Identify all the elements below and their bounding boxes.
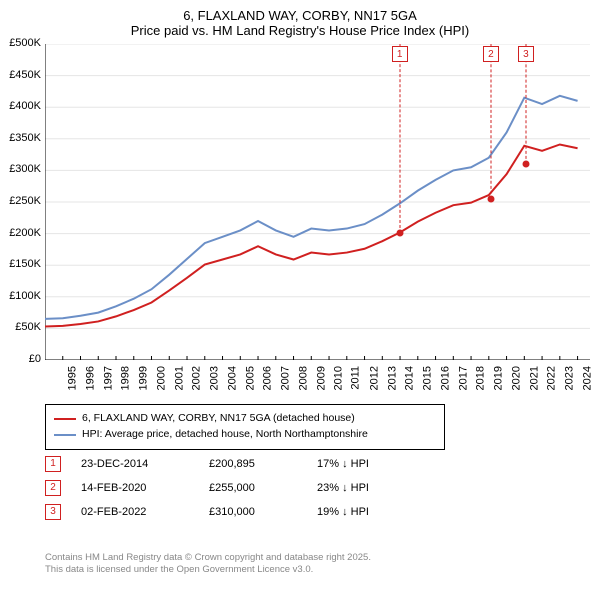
y-tick-label: £100K [1, 290, 41, 302]
price-chart: 6, FLAXLAND WAY, CORBY, NN17 5GA Price p… [0, 0, 600, 590]
x-tick-label: 2019 [493, 366, 505, 390]
x-tick-label: 2011 [350, 366, 362, 390]
x-tick-label: 2017 [457, 366, 469, 390]
chart-legend: 6, FLAXLAND WAY, CORBY, NN17 5GA (detach… [45, 404, 445, 450]
y-tick-label: £300K [1, 163, 41, 175]
sale-marker-label: 2 [483, 46, 499, 62]
sales-row-marker: 1 [45, 456, 61, 472]
x-tick-label: 2006 [262, 366, 274, 390]
sale-marker-dot [396, 230, 403, 237]
y-tick-label: £200K [1, 227, 41, 239]
sale-marker-dot [522, 161, 529, 168]
x-tick-label: 2009 [315, 366, 327, 390]
legend-swatch [54, 418, 76, 420]
x-tick-label: 2010 [333, 366, 345, 390]
x-tick-label: 1996 [84, 366, 96, 390]
sales-row: 1 23-DEC-2014 £200,895 17% ↓ HPI [45, 452, 369, 476]
sales-row-delta: 23% ↓ HPI [317, 476, 369, 500]
sales-row-delta: 19% ↓ HPI [317, 500, 369, 524]
sales-row-price: £200,895 [209, 452, 299, 476]
y-tick-label: £50K [1, 321, 41, 333]
x-tick-label: 2020 [510, 366, 522, 390]
x-tick-label: 2023 [564, 366, 576, 390]
y-tick-label: £150K [1, 258, 41, 270]
chart-plot [45, 44, 590, 360]
x-tick-label: 2001 [173, 366, 185, 390]
x-tick-label: 2018 [475, 366, 487, 390]
y-tick-label: £500K [1, 37, 41, 49]
x-tick-label: 2007 [280, 366, 292, 390]
sales-table: 1 23-DEC-2014 £200,895 17% ↓ HPI 2 14-FEB-202… [45, 452, 369, 525]
legend-item: HPI: Average price, detached house, Nort… [54, 427, 436, 443]
sale-marker-line [490, 44, 491, 199]
x-tick-label: 2015 [422, 366, 434, 390]
x-tick-label: 2024 [581, 366, 593, 390]
x-tick-label: 2000 [155, 366, 167, 390]
y-tick-label: £350K [1, 132, 41, 144]
sale-marker-dot [487, 195, 494, 202]
x-tick-label: 1998 [120, 366, 132, 390]
sales-row-date: 14-FEB-2020 [81, 476, 191, 500]
sales-row: 2 14-FEB-2020 £255,000 23% ↓ HPI [45, 476, 369, 500]
x-tick-label: 2004 [226, 366, 238, 390]
sales-row-marker: 3 [45, 504, 61, 520]
sales-row-marker: 2 [45, 480, 61, 496]
chart-title-sub: Price paid vs. HM Land Registry's House … [0, 23, 600, 38]
x-tick-label: 2013 [386, 366, 398, 390]
x-tick-label: 2008 [297, 366, 309, 390]
x-tick-label: 2016 [439, 366, 451, 390]
sale-marker-line [399, 44, 400, 233]
sales-row-price: £255,000 [209, 476, 299, 500]
x-tick-label: 2021 [528, 366, 540, 390]
footer-line-2: This data is licensed under the Open Gov… [45, 564, 371, 576]
legend-swatch [54, 434, 76, 436]
x-tick-label: 2005 [244, 366, 256, 390]
legend-item: 6, FLAXLAND WAY, CORBY, NN17 5GA (detach… [54, 411, 436, 427]
x-tick-label: 2002 [191, 366, 203, 390]
chart-title-address: 6, FLAXLAND WAY, CORBY, NN17 5GA [0, 8, 600, 23]
sales-row-price: £310,000 [209, 500, 299, 524]
x-tick-label: 2022 [546, 366, 558, 390]
legend-label: 6, FLAXLAND WAY, CORBY, NN17 5GA (detach… [82, 411, 355, 427]
footer-line-1: Contains HM Land Registry data © Crown c… [45, 552, 371, 564]
y-tick-label: £250K [1, 195, 41, 207]
chart-footer: Contains HM Land Registry data © Crown c… [45, 552, 371, 577]
x-tick-label: 2012 [368, 366, 380, 390]
x-tick-label: 2003 [209, 366, 221, 390]
sales-row-date: 23-DEC-2014 [81, 452, 191, 476]
x-tick-label: 1995 [66, 366, 78, 390]
x-tick-label: 2014 [404, 366, 416, 390]
sale-marker-label: 3 [518, 46, 534, 62]
chart-title-block: 6, FLAXLAND WAY, CORBY, NN17 5GA Price p… [0, 0, 600, 38]
sales-row: 3 02-FEB-2022 £310,000 19% ↓ HPI [45, 500, 369, 524]
sale-marker-line [525, 44, 526, 164]
y-tick-label: £450K [1, 69, 41, 81]
sale-marker-label: 1 [392, 46, 408, 62]
sales-row-date: 02-FEB-2022 [81, 500, 191, 524]
y-tick-label: £0 [1, 353, 41, 365]
x-tick-label: 1999 [137, 366, 149, 390]
x-tick-label: 1997 [102, 366, 114, 390]
y-tick-label: £400K [1, 100, 41, 112]
sales-row-delta: 17% ↓ HPI [317, 452, 369, 476]
legend-label: HPI: Average price, detached house, Nort… [82, 427, 368, 443]
